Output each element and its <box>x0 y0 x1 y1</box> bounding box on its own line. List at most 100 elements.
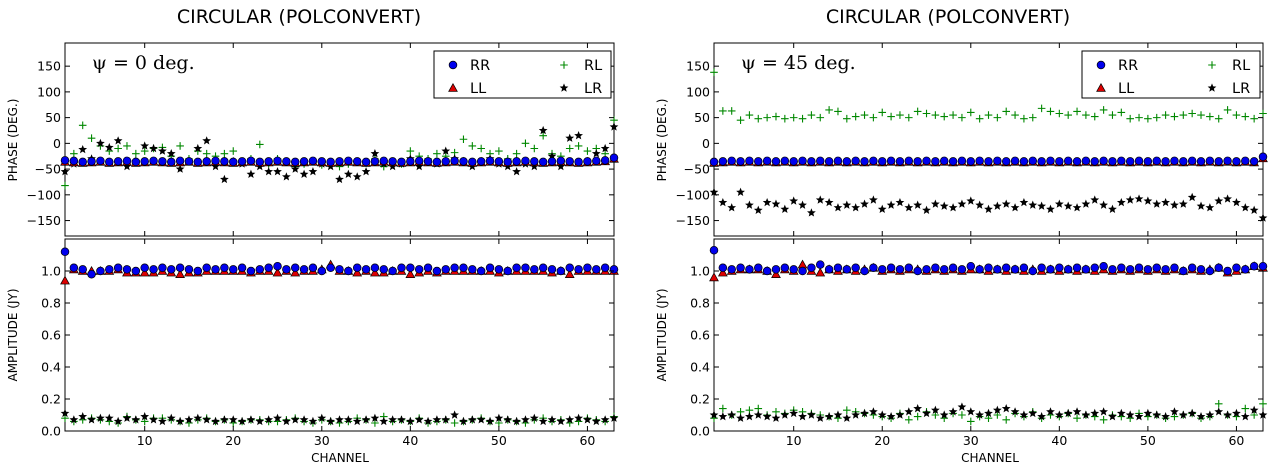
point-rl <box>61 414 69 422</box>
point-rr <box>1134 156 1144 166</box>
point-rl <box>1188 109 1196 118</box>
point-rr <box>1117 263 1126 273</box>
point-lr <box>780 204 790 213</box>
legend-label-ll: LL <box>1118 81 1134 97</box>
point-rr <box>60 156 70 165</box>
point-lr <box>789 196 799 205</box>
point-rr <box>807 263 816 273</box>
point-lr <box>343 415 353 424</box>
point-rl <box>1037 104 1046 113</box>
point-rr <box>87 269 96 279</box>
point-lr <box>299 415 309 424</box>
point-lr <box>1152 410 1162 419</box>
x-tick-label: 20 <box>225 433 241 448</box>
point-lr <box>709 187 719 196</box>
point-rr <box>824 157 834 166</box>
point-lr <box>957 402 967 411</box>
point-rl <box>834 107 842 116</box>
point-rr <box>1143 265 1153 274</box>
point-rr <box>736 157 745 166</box>
point-rr <box>113 157 123 166</box>
point-rr <box>211 156 220 166</box>
point-lr <box>745 200 754 209</box>
point-rr <box>1196 157 1206 166</box>
point-rr <box>1161 265 1170 274</box>
point-rl <box>1259 400 1267 408</box>
point-lr <box>140 412 150 421</box>
point-rr <box>78 157 87 167</box>
point-rr <box>175 156 185 166</box>
point-lr <box>762 412 772 421</box>
point-lr <box>824 197 834 207</box>
point-lr <box>798 412 807 421</box>
point-lr <box>60 167 70 176</box>
point-lr <box>273 167 282 176</box>
point-rr <box>600 156 610 165</box>
point-rl <box>123 142 131 150</box>
point-lr <box>1090 408 1100 418</box>
point-rr <box>335 157 344 166</box>
legend-label-rr: RR <box>1118 58 1138 74</box>
point-rl <box>256 140 264 149</box>
point-rr <box>1223 266 1232 276</box>
point-ll <box>405 269 416 278</box>
point-lr <box>1001 199 1011 208</box>
point-rl <box>1161 111 1170 119</box>
point-rl <box>1090 112 1099 121</box>
point-lr <box>113 416 123 426</box>
x-tick-label: 30 <box>963 433 979 448</box>
point-rl <box>1259 109 1267 118</box>
point-lr <box>904 407 914 416</box>
y-axis-label-amplitude-left: AMPLITUDE (JY) <box>6 288 20 381</box>
point-rr <box>485 156 495 166</box>
point-lr <box>559 83 569 92</box>
point-ll <box>448 82 458 92</box>
point-lr <box>1205 410 1215 419</box>
point-rl <box>1250 114 1258 123</box>
point-rr <box>984 263 993 273</box>
point-rr <box>1241 265 1250 274</box>
point-lr <box>1063 408 1073 418</box>
point-rr <box>503 266 512 276</box>
point-rr <box>96 156 105 166</box>
point-lr <box>122 161 132 171</box>
y-axis-label-amplitude-right: AMPLITUDE (JY) <box>655 288 669 381</box>
point-rr <box>816 260 825 269</box>
point-lr <box>1134 194 1144 203</box>
y-tick-label: −50 <box>35 162 61 177</box>
x-axis-label-right: CHANNEL <box>961 451 1019 465</box>
point-rr <box>423 157 433 166</box>
point-rl <box>1214 400 1223 408</box>
point-rl <box>878 108 887 117</box>
point-lr <box>1187 408 1197 418</box>
point-rl <box>798 114 807 123</box>
point-rl <box>1250 411 1258 419</box>
point-lr <box>948 203 958 212</box>
point-rr <box>1108 265 1117 274</box>
point-lr <box>96 138 105 148</box>
point-lr <box>745 412 754 421</box>
point-rl <box>512 149 521 158</box>
point-rr <box>308 263 318 273</box>
y-tick-label: 0.0 <box>690 424 710 439</box>
point-rr <box>468 157 477 167</box>
point-lr <box>753 410 763 419</box>
point-rr <box>1019 157 1029 166</box>
point-rr <box>317 157 327 166</box>
point-rr <box>1134 263 1144 273</box>
point-rl <box>843 406 851 414</box>
point-rr <box>913 266 922 276</box>
point-lr <box>727 410 737 419</box>
point-lr <box>753 205 763 214</box>
point-lr <box>529 413 539 422</box>
amplitude-panel-right: 0.0 0.2 0.4 0.6 0.8 1.0 10 20 30 40 50 60 AMPLITUDE… <box>655 238 1268 448</box>
point-lr <box>1081 410 1091 419</box>
point-rr <box>264 157 273 166</box>
psi-annotation-right: ψ = 45 deg. <box>741 52 856 74</box>
point-lr <box>1019 410 1029 419</box>
point-rr <box>397 263 406 273</box>
point-rl <box>807 111 816 119</box>
point-rr <box>1152 263 1161 273</box>
point-lr <box>895 197 905 207</box>
point-rr <box>494 265 504 274</box>
